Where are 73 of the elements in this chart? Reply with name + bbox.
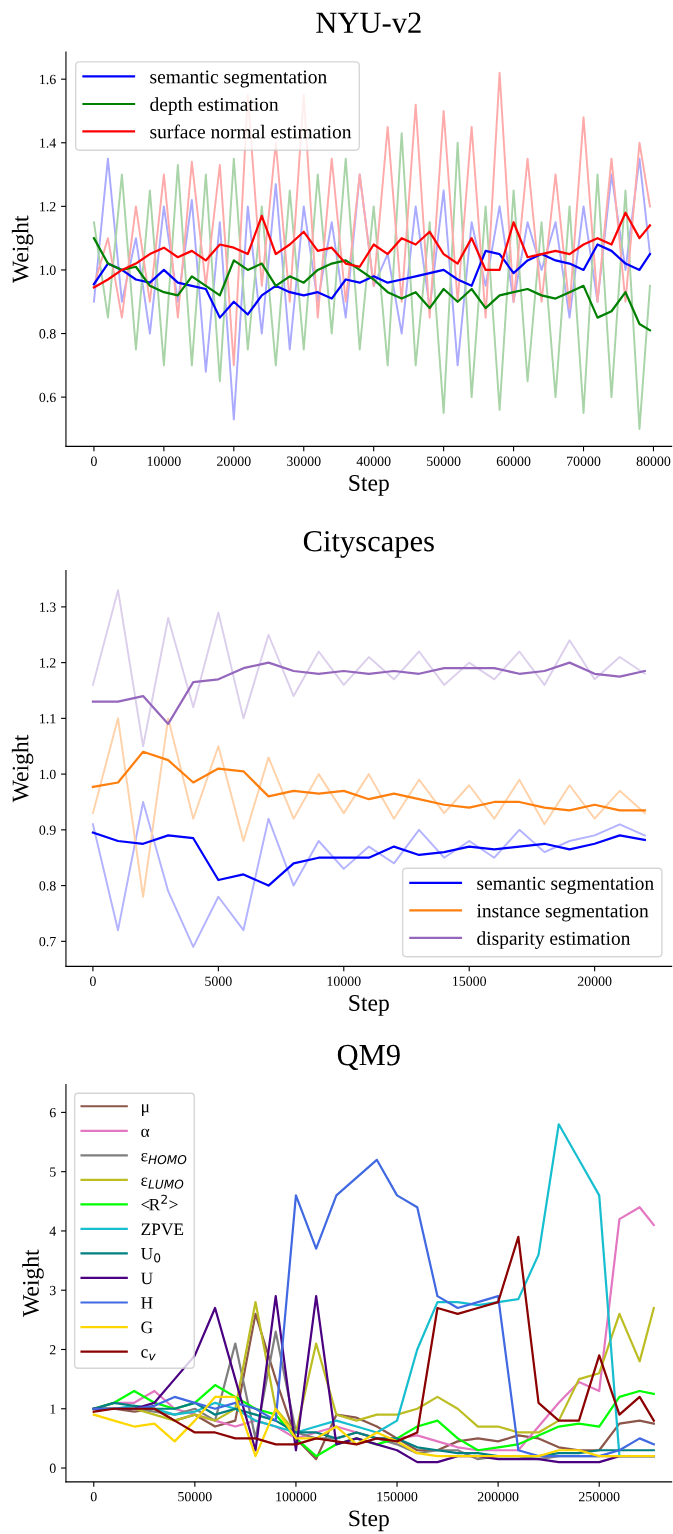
x-tick-label: 70000: [567, 456, 601, 466]
legend-label: depth estimation: [150, 97, 279, 115]
legend-label: semantic segmentation: [150, 70, 327, 88]
x-tick-label: 0: [89, 976, 96, 986]
legend-label: ε$_{HOMO}$: [141, 1153, 187, 1165]
legend-label: disparity estimation: [477, 931, 631, 949]
y-tick-label: 1.2: [40, 658, 56, 668]
x-tick-label: 150000: [377, 1491, 418, 1502]
legend-label: U: [140, 1272, 153, 1285]
line-series: [91, 589, 646, 748]
x-tick-label: 40000: [356, 456, 391, 466]
y-tick-label: 1.0: [40, 265, 56, 275]
y-tick-label: 0.7: [39, 936, 56, 947]
chart-title: Cityscapes: [303, 530, 434, 558]
line-series: [92, 71, 651, 367]
y-tick-label: 0.9: [39, 825, 56, 835]
legend-label: c$_{v}$: [141, 1349, 156, 1361]
chart-title: NYU-v2: [316, 12, 421, 34]
y-tick-label: 1.0: [40, 769, 56, 780]
y-tick-label: 1: [50, 1404, 56, 1414]
legend-label: G: [141, 1321, 153, 1334]
x-tick-label: 0: [90, 1491, 97, 1502]
x-tick-label: 80000: [636, 456, 671, 466]
y-tick-label: 3: [49, 1285, 56, 1296]
x-axis-title: Step: [349, 995, 389, 1016]
x-tick-label: 100000: [276, 1491, 317, 1502]
y-tick-label: 4: [49, 1226, 57, 1236]
y-tick-label: 2: [49, 1345, 56, 1355]
legend-label: U$_{0}$: [140, 1248, 161, 1263]
y-tick-label: 1.6: [40, 74, 56, 85]
line-series: [92, 243, 652, 319]
y-tick-label: 0.6: [39, 392, 56, 403]
y-tick-label: 1.2: [40, 201, 56, 212]
x-tick-label: 0: [90, 456, 97, 466]
line-series: [92, 237, 652, 332]
legend-label: H: [141, 1297, 153, 1309]
x-axis-title: Step: [349, 1510, 389, 1532]
y-tick-label: 0.8: [39, 881, 56, 891]
x-tick-label: 50000: [178, 1491, 212, 1502]
legend-label: surface normal estimation: [150, 124, 352, 139]
x-tick-label: 250000: [578, 1491, 620, 1502]
x-tick-label: 20000: [577, 976, 612, 986]
y-tick-label: 6: [49, 1108, 56, 1118]
x-tick-label: 5000: [205, 976, 232, 986]
y-tick-label: 5: [50, 1167, 56, 1177]
x-tick-label: 10000: [147, 456, 181, 466]
x-tick-label: 200000: [477, 1491, 519, 1502]
legend-label: μ: [142, 1104, 150, 1117]
x-tick-label: 20000: [217, 456, 251, 466]
y-tick-label: 0.8: [39, 329, 56, 339]
y-axis-title: Weight: [11, 215, 34, 284]
legend-label: ZPVE: [141, 1223, 184, 1236]
legend-label: ε$_{LUMO}$: [141, 1177, 184, 1189]
x-axis-title: Step: [349, 475, 389, 496]
y-tick-label: 1.3: [40, 602, 56, 612]
y-tick-label: 1.1: [40, 714, 56, 724]
line-series: [92, 211, 652, 289]
y-axis-title: Weight: [11, 734, 34, 803]
y-axis-title: Weight: [22, 1249, 44, 1317]
x-tick-label: 50000: [427, 456, 461, 466]
legend-label: instance segmentation: [476, 904, 649, 922]
line-series: [91, 750, 646, 812]
chart-title: QM9: [337, 1044, 400, 1071]
legend-label: α: [141, 1128, 150, 1138]
x-tick-label: 10000: [327, 976, 361, 986]
x-tick-label: 15000: [453, 976, 487, 986]
legend-label: semantic segmentation: [477, 876, 654, 894]
x-tick-label: 30000: [287, 456, 321, 466]
x-tick-label: 60000: [496, 456, 531, 466]
y-tick-label: 0: [49, 1463, 56, 1473]
line-series: [91, 661, 646, 726]
y-tick-label: 1.4: [40, 138, 57, 148]
legend-label: <R$^{2}$>: [141, 1194, 178, 1211]
